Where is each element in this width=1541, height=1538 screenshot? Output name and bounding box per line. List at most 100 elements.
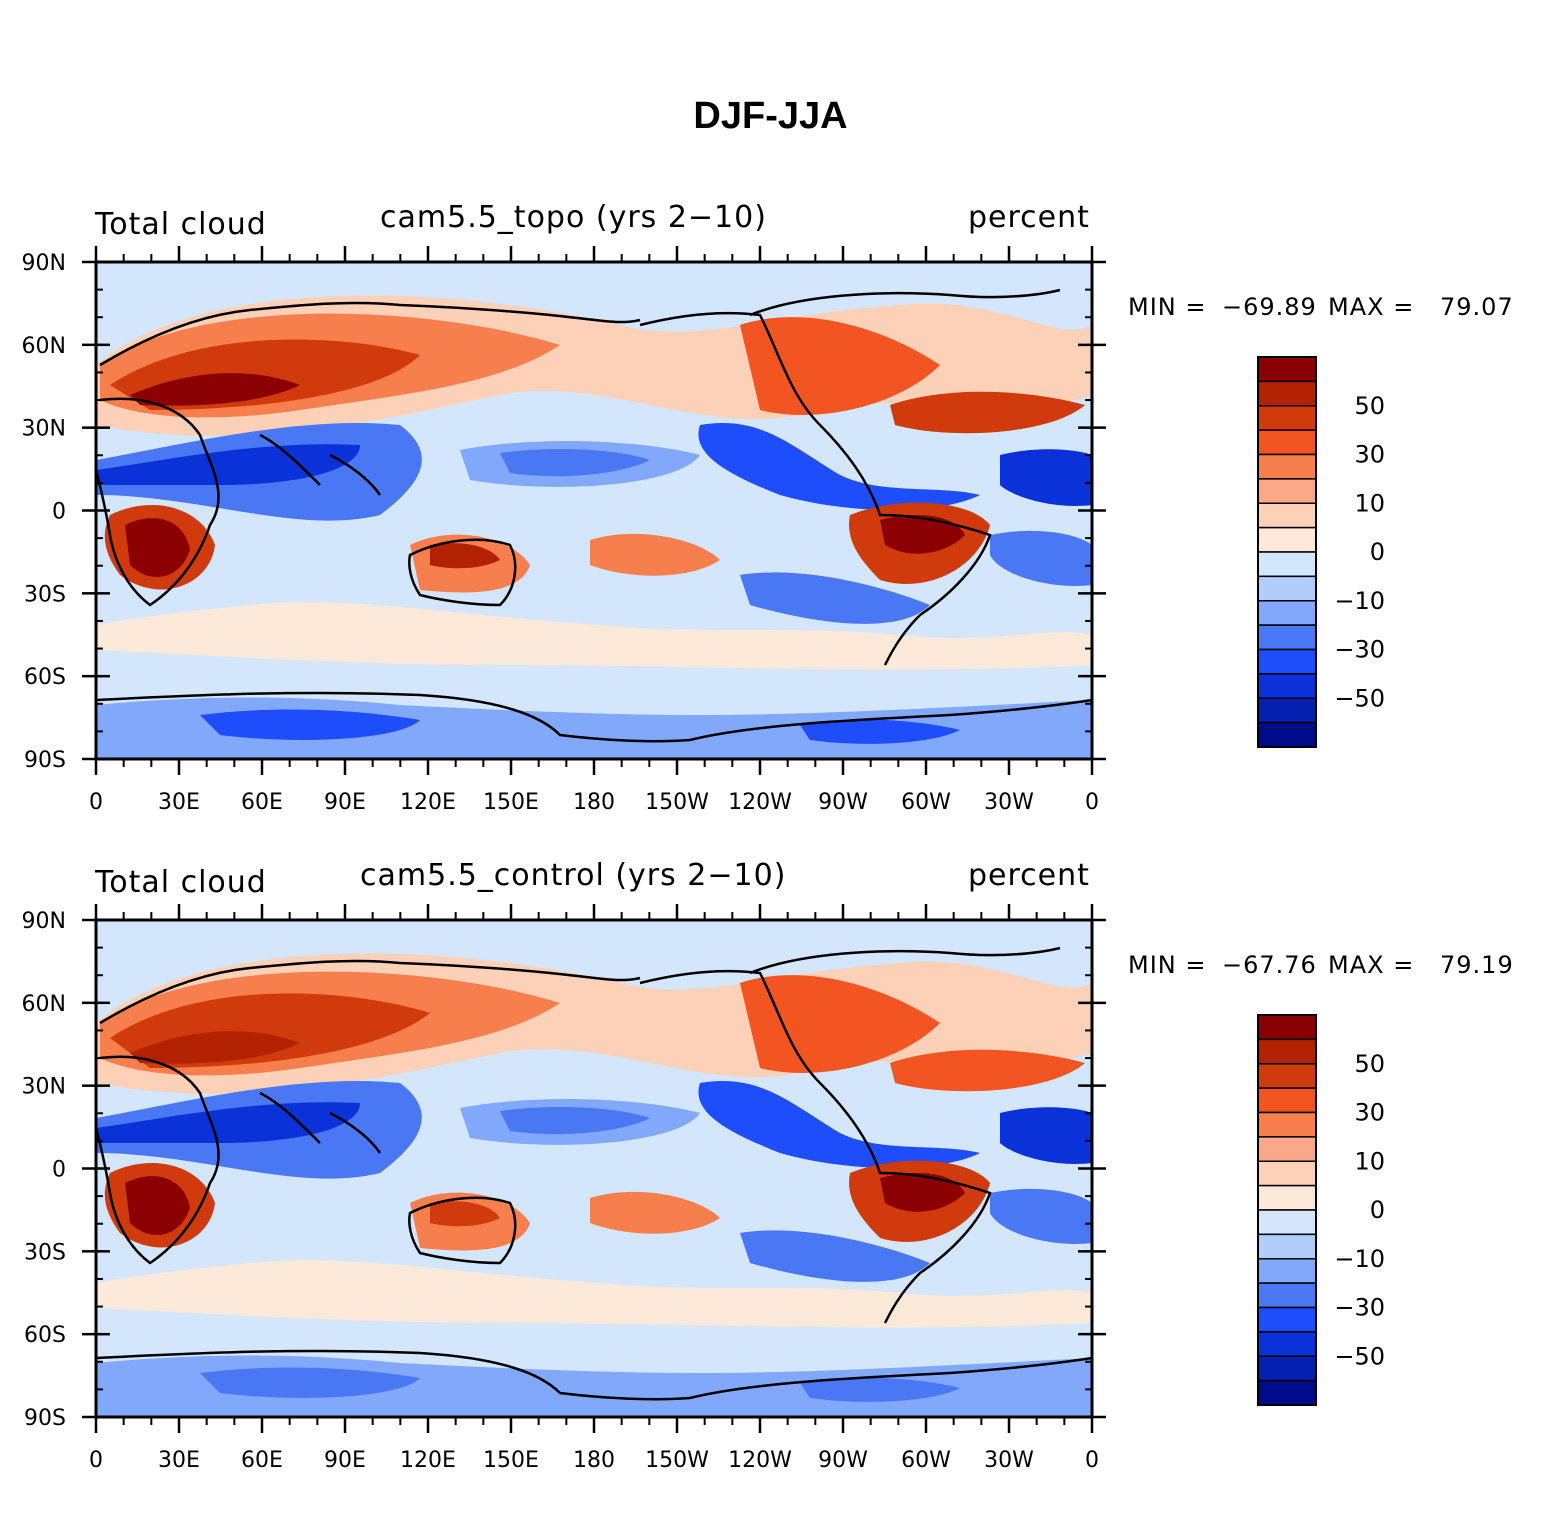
colorbar-swatch <box>1257 1282 1317 1309</box>
lon-tick-label: 30W <box>984 790 1034 815</box>
lon-tick-label: 120E <box>400 1448 456 1473</box>
lon-tick-label: 30E <box>158 790 200 815</box>
max-label: MAX = <box>1328 951 1415 979</box>
lon-tick-label: 150W <box>645 790 709 815</box>
colorbar-swatch <box>1257 1014 1317 1041</box>
max-label: MAX = <box>1328 293 1415 321</box>
colorbar-swatch <box>1257 1355 1317 1382</box>
lon-tick-label: 60W <box>901 790 951 815</box>
lon-tick-label: 180 <box>573 790 615 815</box>
colorbar-swatch <box>1257 1331 1317 1357</box>
colorbar-swatch <box>1257 673 1317 699</box>
colorbar-swatch <box>1257 502 1317 529</box>
coastlines <box>96 288 1092 743</box>
colorbar-swatch <box>1257 1038 1317 1065</box>
colorbar-swatch <box>1257 1306 1317 1333</box>
lat-tick-label: 60S <box>24 665 66 690</box>
colorbar-swatch <box>1257 1258 1317 1284</box>
lon-tick-label: 30W <box>984 1448 1034 1473</box>
colorbar-label: −10 <box>1334 587 1385 615</box>
colorbar-swatch <box>1257 526 1317 553</box>
map-axes: 90N 60N 30N 0 30S 60S 90S 0 30E 60E 90E 120E 150E 180… <box>22 246 1106 815</box>
colorbar-label: 30 <box>1354 1099 1385 1127</box>
colorbar-label: −10 <box>1334 1245 1385 1273</box>
colorbar-swatch <box>1257 405 1317 431</box>
units-label: percent <box>968 858 1090 893</box>
lat-tick-label: 0 <box>52 1158 66 1183</box>
coastlines <box>96 946 1092 1401</box>
colorbar: 50 30 10 0 −10 −30 −50 <box>1257 356 1385 748</box>
lat-tick-label: 30S <box>24 582 66 607</box>
lat-tick-label: 30N <box>22 1075 66 1100</box>
lon-tick-label: 60W <box>901 1448 951 1473</box>
lat-tick-label: 90N <box>22 251 66 276</box>
lon-tick-label: 0 <box>89 790 103 815</box>
lat-tick-label: 0 <box>52 500 66 525</box>
lon-tick-label: 150W <box>645 1448 709 1473</box>
colorbar-swatch <box>1257 429 1317 456</box>
lon-tick-label: 150E <box>483 790 539 815</box>
lat-tick-label: 60N <box>22 334 66 359</box>
map-figure: 90N 60N 30N 0 30S 60S 90S 0 30E 60E 90E 120E 150E 180… <box>22 246 1385 815</box>
colorbar-label: 50 <box>1354 392 1385 420</box>
colorbar-swatch <box>1257 648 1317 675</box>
colorbar-label: 10 <box>1354 1147 1385 1175</box>
variable-label: Total cloud <box>95 865 267 900</box>
lat-tick-label: 90N <box>22 909 66 934</box>
lon-tick-label: 30E <box>158 1448 200 1473</box>
colorbar: 50 30 10 0 −10 −30 −50 <box>1257 1014 1385 1406</box>
colorbar-swatch <box>1257 721 1317 748</box>
cloud-field <box>96 920 1092 1417</box>
max-value: 79.07 <box>1440 293 1514 321</box>
colorbar-swatch <box>1257 1087 1317 1114</box>
colorbar-label: −50 <box>1334 1342 1385 1370</box>
colorbar-swatch <box>1257 1209 1317 1236</box>
max-value: 79.19 <box>1440 951 1514 979</box>
min-label: MIN = <box>1128 293 1207 321</box>
colorbar-swatch <box>1257 380 1317 407</box>
lon-tick-label: 90W <box>818 790 868 815</box>
lat-tick-label: 30S <box>24 1240 66 1265</box>
lon-tick-label: 0 <box>1085 1448 1099 1473</box>
min-value: −67.76 <box>1222 951 1317 979</box>
lon-tick-label: 90W <box>818 1448 868 1473</box>
colorbar-label: −30 <box>1334 1294 1385 1322</box>
lon-tick-label: 60E <box>241 1448 283 1473</box>
lon-tick-label: 0 <box>1085 790 1099 815</box>
lon-tick-label: 120E <box>400 790 456 815</box>
colorbar-label: 0 <box>1370 538 1385 566</box>
colorbar-swatch <box>1257 1233 1317 1260</box>
map-panel-topo: Total cloud cam5.5_topo (yrs 2−10) perce… <box>0 195 1541 855</box>
colorbar-swatch <box>1257 600 1317 626</box>
colorbar-label: 0 <box>1370 1196 1385 1224</box>
map-figure: 90N 60N 30N 0 30S 60S 90S 0 30E 60E 90E 120E 150E 180… <box>22 904 1385 1473</box>
colorbar-swatch <box>1257 1136 1317 1162</box>
cloud-field <box>96 262 1092 759</box>
map-axes: 90N 60N 30N 0 30S 60S 90S 0 30E 60E 90E 120E 150E 180… <box>22 904 1106 1473</box>
colorbar-label: −30 <box>1334 636 1385 664</box>
colorbar-label: −50 <box>1334 684 1385 712</box>
colorbar-swatch <box>1257 478 1317 504</box>
lat-tick-label: 60N <box>22 992 66 1017</box>
colorbar-swatch <box>1257 356 1317 383</box>
lat-tick-label: 60S <box>24 1323 66 1348</box>
lon-tick-label: 0 <box>89 1448 103 1473</box>
colorbar-swatch <box>1257 551 1317 578</box>
colorbar-swatch <box>1257 1379 1317 1406</box>
lon-tick-label: 180 <box>573 1448 615 1473</box>
lon-tick-label: 90E <box>324 1448 366 1473</box>
colorbar-swatch <box>1257 1111 1317 1138</box>
colorbar-swatch <box>1257 1063 1317 1089</box>
case-label: cam5.5_control (yrs 2−10) <box>360 858 787 893</box>
colorbar-swatch <box>1257 453 1317 480</box>
lat-tick-label: 90S <box>24 748 66 773</box>
lat-tick-label: 90S <box>24 1406 66 1431</box>
colorbar-swatch <box>1257 697 1317 724</box>
lon-tick-label: 120W <box>728 790 792 815</box>
colorbar-label: 30 <box>1354 441 1385 469</box>
figure-title: DJF-JJA <box>693 95 848 137</box>
lon-tick-label: 150E <box>483 1448 539 1473</box>
case-label: cam5.5_topo (yrs 2−10) <box>380 200 767 235</box>
variable-label: Total cloud <box>95 207 267 242</box>
lon-tick-label: 90E <box>324 790 366 815</box>
